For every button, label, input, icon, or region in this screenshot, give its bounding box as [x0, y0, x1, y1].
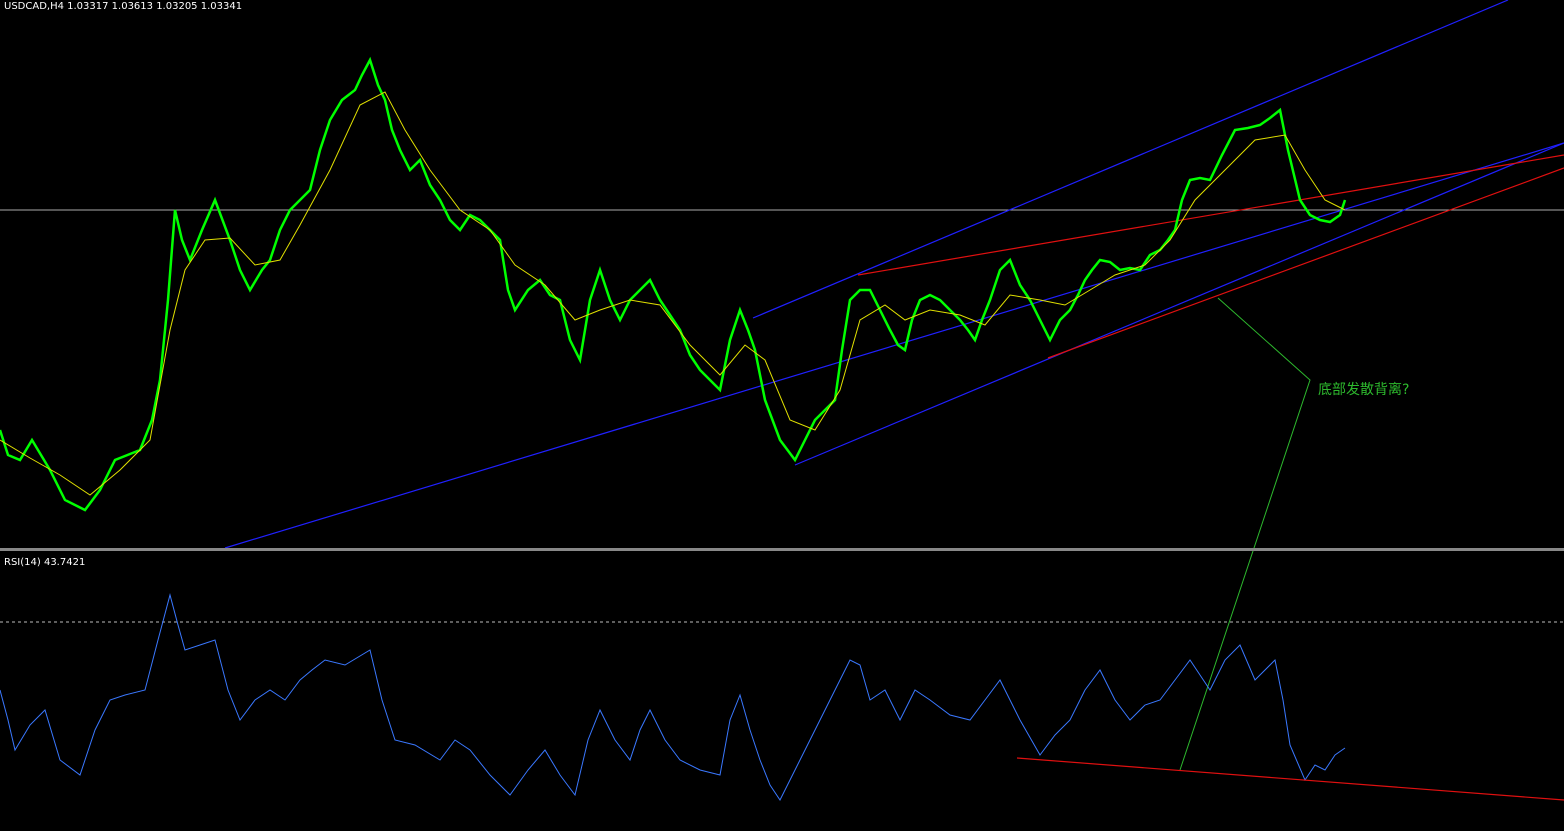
divergence-line: [1016, 757, 1564, 801]
price-candles: [0, 56, 1347, 512]
rsi-label: RSI(14) 43.7421: [4, 557, 85, 568]
trend-line: [1047, 167, 1564, 359]
rsi-line: [0, 593, 1346, 801]
panel-separator: [0, 548, 1564, 551]
symbol-info: USDCAD,H4 1.03317 1.03613 1.03205 1.0334…: [4, 1, 242, 12]
trend-line: [857, 154, 1564, 276]
annotation-text: 底部发散背离?: [1318, 381, 1409, 398]
channel-line: [752, 0, 1509, 319]
annotation-arrow: [1179, 297, 1311, 771]
moving-average: [0, 91, 1346, 496]
channel-line: [794, 142, 1564, 466]
